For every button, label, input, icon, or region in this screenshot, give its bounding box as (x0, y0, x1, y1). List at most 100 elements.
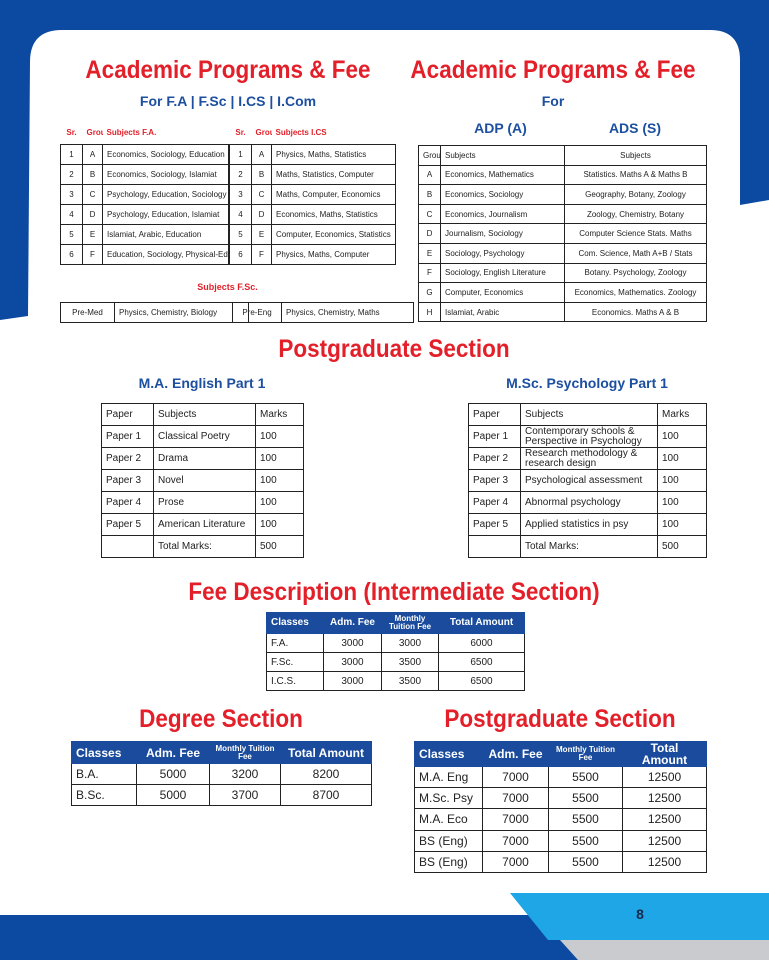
cell: Statistics. Maths A & Maths B (564, 164, 707, 186)
cell: 100 (255, 491, 304, 514)
table-row: M.A. Eng 7000 5500 12500 (414, 765, 707, 789)
table-row: M.Sc. Psy 7000 5500 12500 (414, 787, 707, 810)
table-row: 6 F Physics, Maths, Computer (229, 243, 396, 265)
table-row: Paper 3 Novel 100 (101, 469, 304, 492)
cell: Maths, Computer, Economics (271, 183, 396, 205)
table-body: Classes Adm. Fee Monthly Tuition Fee Total … (414, 741, 707, 873)
cell: 3000 (323, 652, 382, 672)
table-row: Classes Adm. Fee Monthly Tuition Fee Total … (414, 741, 707, 767)
table-row: 5 E Islamiat, Arabic, Education (60, 223, 229, 245)
table: Classes Adm. Fee Monthly Tuition Fee Total … (414, 741, 707, 873)
table-row: Paper 2 Research methodology & research d… (468, 447, 707, 470)
cell: 6000 (438, 633, 525, 653)
fee-table: Classes Adm. Fee Monthly Tuition Fee Total … (266, 612, 525, 691)
cell: 500 (657, 535, 707, 558)
cell: Paper 4 (101, 491, 154, 514)
header-cell: Monthly Tuition Fee (209, 741, 281, 764)
table-row: A Economics, Mathematics Statistics. Maths… (418, 164, 707, 186)
cell: Computer, Economics (440, 282, 565, 303)
cell: 3 (229, 183, 252, 205)
cell: Pre-Med (60, 302, 115, 323)
cell: American Literature (153, 513, 256, 536)
cell: 3000 (323, 671, 382, 691)
table-row: Classes Adm. Fee Monthly Tuition Fee Total … (266, 612, 525, 634)
table-row: I.C.S. 3000 3500 6500 (266, 671, 525, 691)
cell: Com. Science, Math A+B / Stats (564, 242, 707, 264)
cell: 3000 (381, 633, 439, 653)
fsc-table: Pre-Eng Physics, Chemistry, Maths (232, 302, 414, 323)
cell: Abnormal psychology (520, 491, 658, 514)
cell: 12500 (622, 765, 707, 789)
section-title: Academic Programs & Fee (410, 56, 696, 84)
table-row: Pre-Eng Physics, Chemistry, Maths (232, 302, 414, 323)
cell: Total Marks: (520, 535, 658, 558)
table-row: Paper 2 Drama 100 (101, 447, 304, 470)
table-heading: M.A. English Part 1 (138, 375, 266, 391)
cell: B.Sc. (71, 784, 137, 806)
cell: 12500 (622, 829, 707, 852)
fsc-table: Pre-Med Physics, Chemistry, Biology (60, 302, 249, 323)
cell: Paper 4 (468, 491, 521, 514)
table-row: Paper 5 American Literature 100 (101, 513, 304, 536)
cell: Classical Poetry (153, 425, 256, 448)
table-row: 1 A Economics, Sociology, Education (60, 143, 229, 165)
cell: A (82, 143, 103, 165)
cell: G (418, 282, 441, 303)
header-cell: Monthly Tuition Fee (548, 741, 623, 767)
header-cell: Sr. (235, 128, 246, 138)
header-cell: Total Amount (622, 741, 707, 767)
table: Paper Subjects Marks Paper 1 Contemporary sc… (468, 403, 707, 558)
cell: 3500 (381, 671, 439, 691)
cell: Psychological assessment (520, 469, 658, 492)
header-cell: Monthly Tuition Fee (381, 612, 439, 634)
table: Classes Adm. Fee Monthly Tuition Fee Total … (71, 741, 372, 806)
header-cell: Group (255, 128, 272, 138)
table-row: F.A. 3000 3000 6000 (266, 633, 525, 653)
cell: Islamiat, Arabic, Education (102, 223, 229, 245)
cell: 100 (657, 447, 707, 470)
cell: F.A. (266, 633, 324, 653)
table-row: 2 B Maths, Statistics, Computer (229, 163, 396, 185)
cell: 5500 (548, 829, 623, 852)
cell: 3700 (209, 784, 281, 806)
cell: Psychology, Education, Islamiat (102, 203, 229, 225)
cell: Psychology, Education, Sociology (102, 183, 229, 205)
cell (101, 535, 154, 558)
cell: M.A. Eng (414, 765, 483, 789)
cell: 5500 (548, 850, 623, 873)
cell: C (251, 183, 272, 205)
table-row: F.Sc. 3000 3500 6500 (266, 652, 525, 672)
cell: Maths, Statistics, Computer (271, 163, 396, 185)
cell: A (418, 164, 441, 186)
cell: B.A. (71, 763, 137, 785)
table-row: Paper 1 Classical Poetry 100 (101, 425, 304, 448)
cell: C (418, 203, 441, 225)
cell: Paper (468, 403, 521, 426)
table-row: Paper 3 Psychological assessment 100 (468, 469, 707, 492)
cell: 4 (60, 203, 83, 225)
section-title: Fee Description (Intermediate Section) (188, 578, 600, 606)
cell: 2 (229, 163, 252, 185)
cell: B (82, 163, 103, 185)
cell: 100 (657, 425, 707, 448)
cell: Botany. Psychology, Zoology (564, 262, 707, 284)
table-row: 3 C Psychology, Education, Sociology (60, 183, 229, 205)
cell: Subjects (440, 145, 565, 166)
cell: B (251, 163, 272, 185)
header-cell: Total Amount (280, 741, 372, 764)
cell: 8700 (280, 784, 372, 806)
cell: 500 (255, 535, 304, 558)
table-heading: ADP (A) (474, 120, 527, 136)
cell: I.C.S. (266, 671, 324, 691)
cell: 100 (255, 469, 304, 492)
cell: C (82, 183, 103, 205)
table-row: BS (Eng) 7000 5500 12500 (414, 829, 707, 852)
cell: 5 (60, 223, 83, 245)
table-caption: Subjects F.Sc. (197, 282, 258, 292)
cell: 5500 (548, 787, 623, 810)
cell: M.A. Eco (414, 808, 483, 831)
